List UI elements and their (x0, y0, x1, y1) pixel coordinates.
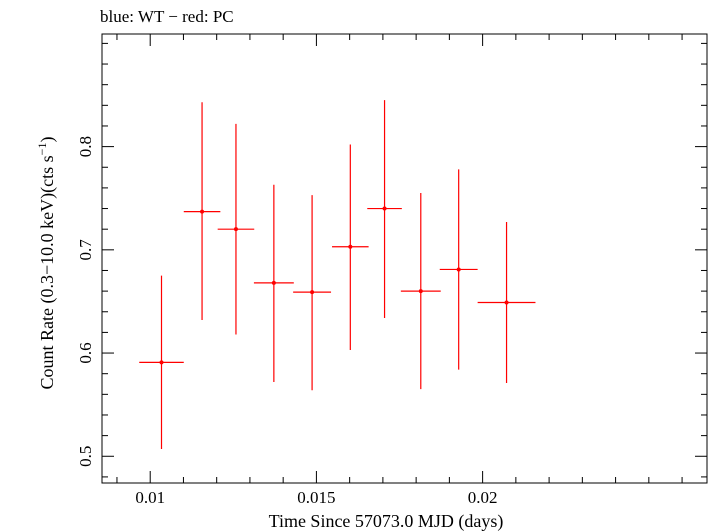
y-axis-label-exponent: −1 (35, 143, 49, 156)
y-tick-label: 0.6 (76, 342, 95, 363)
data-series-pc (139, 100, 536, 450)
data-point (367, 100, 402, 318)
y-axis-label: Count Rate (0.3−10.0 keV)(cts s−1) (35, 137, 58, 390)
data-point (183, 102, 221, 321)
data-marker (456, 267, 461, 272)
chart-title: blue: WT − red: PC (100, 7, 234, 26)
data-marker (159, 360, 164, 365)
data-marker (348, 244, 353, 249)
data-point (400, 193, 441, 390)
x-tick-label: 0.01 (135, 488, 165, 507)
data-marker (200, 209, 205, 214)
x-axis-label: Time Since 57073.0 MJD (days) (269, 511, 504, 532)
data-point (477, 221, 536, 383)
data-point (253, 184, 294, 382)
data-point (293, 195, 332, 391)
plot-axes (101, 33, 708, 484)
data-point (139, 275, 184, 450)
y-axis-label-close: ) (37, 137, 58, 143)
y-tick-labels: 0.5 0.6 0.7 0.8 (76, 136, 95, 467)
data-marker (504, 300, 509, 305)
plot-frame (101, 33, 708, 484)
data-marker (271, 280, 276, 285)
data-marker (310, 290, 315, 295)
data-marker (233, 227, 238, 232)
data-marker (382, 206, 387, 211)
y-axis-label-main: Count Rate (0.3−10.0 keV)(cts s (37, 155, 58, 389)
y-tick-label: 0.5 (76, 446, 95, 467)
data-marker (418, 289, 423, 294)
y-tick-label: 0.8 (76, 136, 95, 157)
x-tick-label: 0.02 (468, 488, 498, 507)
data-point (439, 169, 478, 370)
axis-ticks (102, 34, 707, 483)
data-point (332, 144, 369, 350)
x-tick-labels: 0.01 0.015 0.02 (135, 488, 497, 507)
y-tick-label: 0.7 (76, 239, 95, 261)
x-tick-label: 0.015 (297, 488, 335, 507)
data-point (217, 123, 255, 335)
